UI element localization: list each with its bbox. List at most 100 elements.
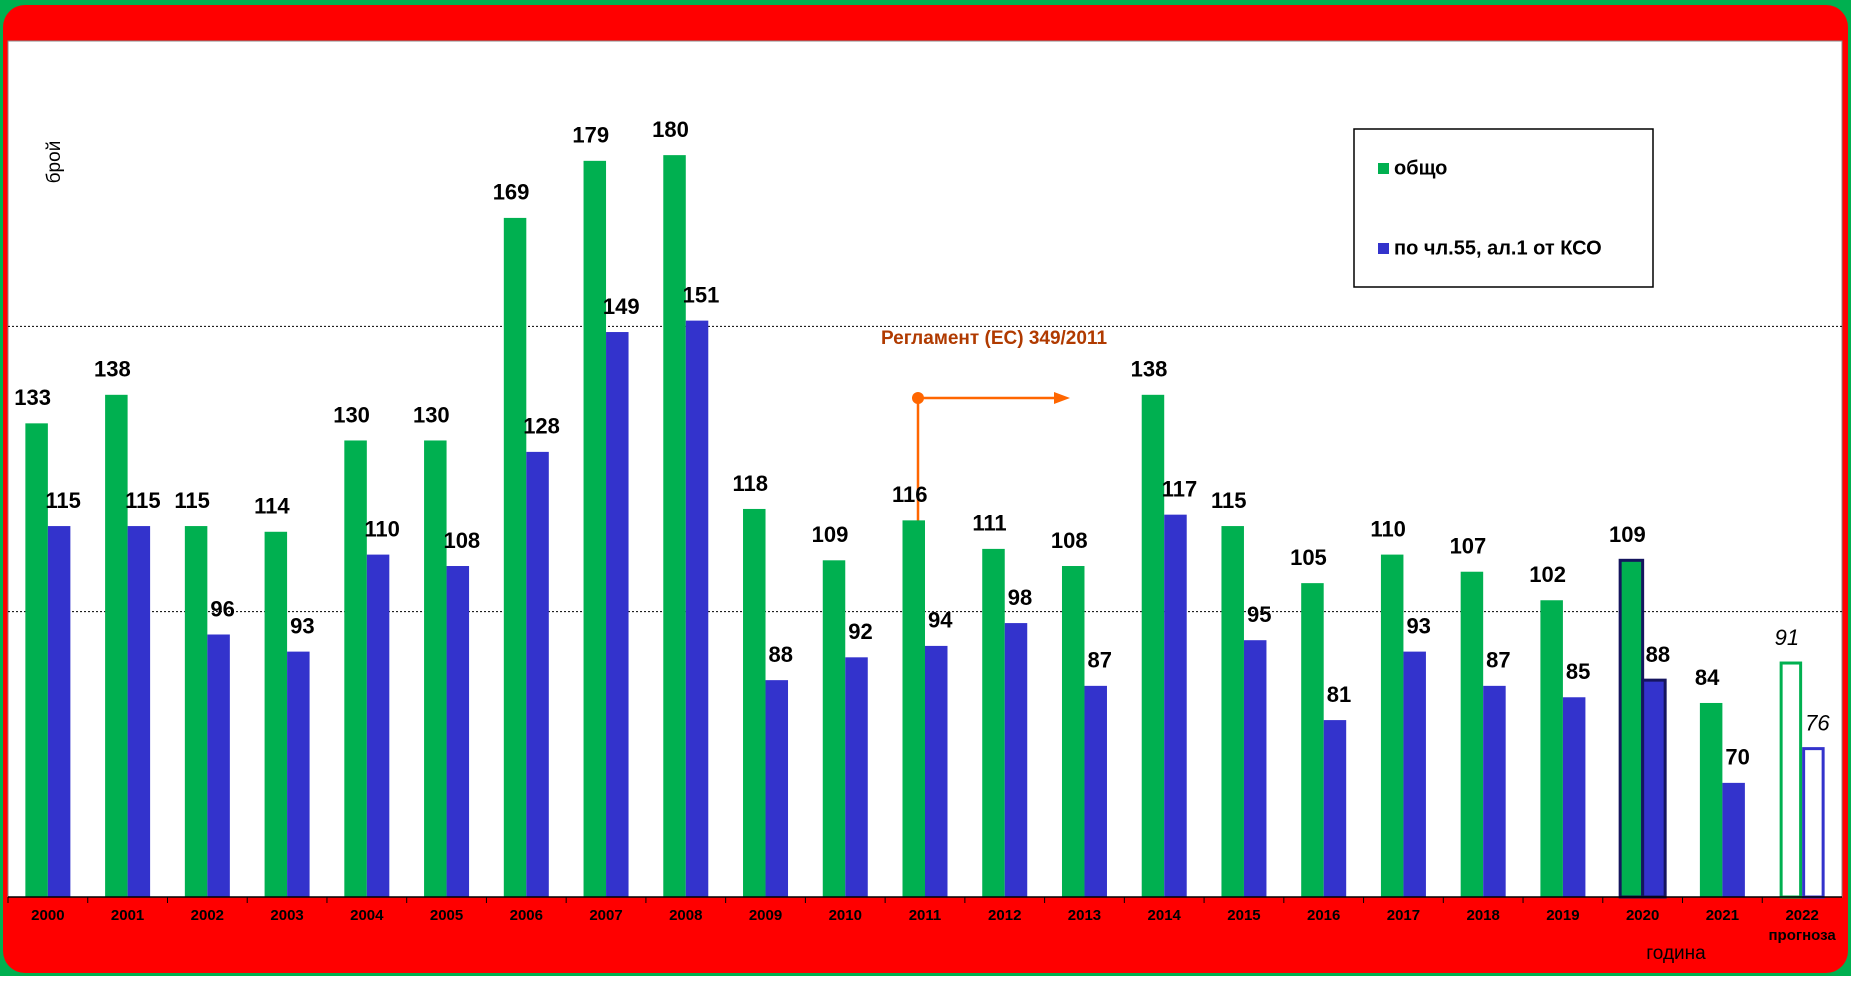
- value-label: 88: [769, 642, 793, 667]
- bar: [1061, 566, 1085, 897]
- value-label: 102: [1529, 562, 1566, 587]
- bar: [606, 332, 629, 897]
- bar: [1618, 558, 1645, 899]
- bar: [1483, 685, 1506, 897]
- bar: [765, 680, 789, 897]
- value-label: 130: [333, 402, 370, 427]
- value-label: 115: [45, 488, 81, 513]
- x-tick-label: 2021: [1706, 907, 1739, 924]
- bar: [1243, 640, 1267, 897]
- bar: [25, 423, 48, 897]
- value-label: 88: [1646, 642, 1670, 667]
- value-label: 93: [1406, 613, 1430, 638]
- x-tick-label: 2010: [829, 907, 862, 924]
- x-tick-label: 2001: [111, 907, 144, 924]
- value-label: 118: [733, 471, 769, 496]
- bar: [1141, 394, 1165, 897]
- bar: [663, 155, 686, 898]
- value-label: 109: [812, 522, 849, 547]
- x-tick-label: 2004: [350, 907, 384, 924]
- bar: [1164, 514, 1187, 897]
- bar: [1323, 720, 1347, 897]
- bar: [685, 320, 709, 897]
- value-label: 151: [683, 282, 720, 307]
- bar: [1403, 651, 1426, 897]
- value-label: 105: [1290, 545, 1327, 570]
- legend-marker: [1378, 243, 1389, 254]
- arrow-head: [1054, 392, 1070, 404]
- bar: [925, 645, 948, 897]
- value-label: 180: [652, 117, 689, 142]
- bar: [184, 526, 208, 897]
- annotation-dot: [912, 392, 924, 404]
- value-label: 70: [1725, 745, 1749, 770]
- value-label: 109: [1609, 522, 1646, 547]
- x-tick-label: 2019: [1546, 907, 1579, 924]
- value-label: 96: [210, 596, 234, 621]
- x-tick-label: 2008: [669, 907, 702, 924]
- legend-box: [1353, 128, 1654, 288]
- bar: [424, 440, 447, 897]
- x-tick-label: 2016: [1307, 907, 1340, 924]
- value-label: 115: [174, 488, 210, 513]
- legend-marker: [1378, 163, 1389, 174]
- value-label: 128: [523, 414, 560, 439]
- bar: [446, 566, 470, 897]
- bar: [743, 508, 766, 897]
- value-label: 115: [125, 488, 161, 513]
- value-label: 95: [1247, 602, 1271, 627]
- bar: [1004, 623, 1028, 897]
- bar: [902, 520, 925, 897]
- value-label: 87: [1087, 648, 1111, 673]
- bar: [1221, 526, 1244, 897]
- bar: [1460, 571, 1484, 897]
- bar: [845, 657, 868, 897]
- bar: [1380, 554, 1404, 897]
- forecast-label: прогноза: [1768, 927, 1836, 944]
- bar: [822, 560, 846, 897]
- value-label: 110: [364, 516, 400, 541]
- value-label: 111: [972, 511, 1006, 536]
- value-label: 84: [1695, 665, 1720, 690]
- value-label: 138: [1131, 357, 1168, 382]
- bar: [1084, 685, 1107, 897]
- bar: [1699, 702, 1723, 897]
- value-label: 91: [1775, 625, 1799, 650]
- x-tick-label: 2009: [749, 907, 782, 924]
- bar: [344, 440, 367, 897]
- value-label: 81: [1327, 682, 1351, 707]
- bar: [1301, 583, 1324, 897]
- value-label: 98: [1008, 585, 1032, 610]
- bar: [1641, 678, 1667, 899]
- value-label: 108: [443, 528, 480, 553]
- bar: [47, 526, 71, 897]
- value-label: 108: [1051, 528, 1088, 553]
- bar: [526, 451, 549, 897]
- x-tick-label: 2007: [589, 907, 622, 924]
- bar: [1540, 600, 1563, 897]
- value-label: 94: [928, 608, 953, 633]
- x-axis-label: година: [1646, 943, 1706, 964]
- x-tick-label: 2000: [31, 907, 64, 924]
- bar: [127, 526, 151, 897]
- bar: [982, 548, 1005, 897]
- value-label: 85: [1566, 659, 1590, 684]
- value-label: 76: [1805, 710, 1830, 735]
- bar: [207, 634, 230, 897]
- legend-label: общо: [1394, 157, 1447, 179]
- x-tick-label: 2017: [1387, 907, 1420, 924]
- bar: [1562, 697, 1586, 897]
- value-label: 114: [254, 494, 290, 519]
- value-label: 116: [892, 482, 928, 507]
- x-tick-label: 2013: [1068, 907, 1101, 924]
- x-tick-label: 2002: [191, 907, 224, 924]
- x-tick-label: 2018: [1466, 907, 1499, 924]
- x-tick-label: 2015: [1227, 907, 1260, 924]
- value-label: 117: [1162, 476, 1198, 501]
- x-tick-label: 2020: [1626, 907, 1659, 924]
- x-tick-label: 2005: [430, 907, 463, 924]
- bar: [503, 217, 527, 897]
- annotation-text: Регламент (ЕС) 349/2011: [881, 328, 1107, 349]
